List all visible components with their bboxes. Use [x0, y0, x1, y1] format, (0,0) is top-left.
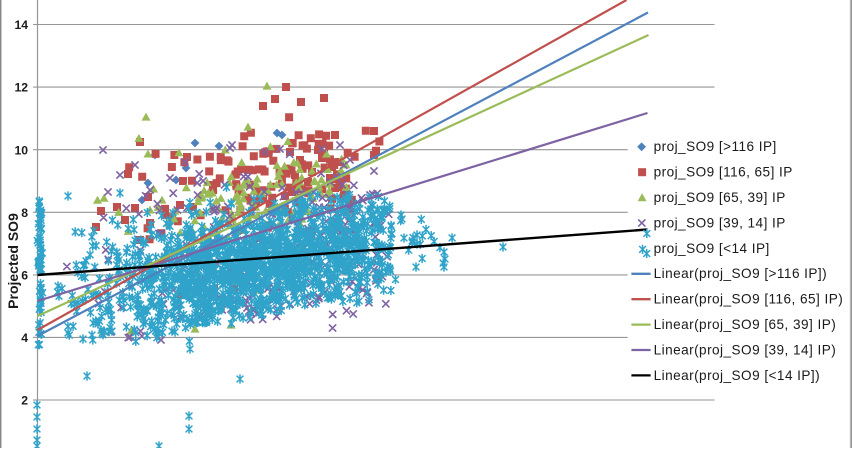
- svg-text:proj_SO9 [>116 IP]: proj_SO9 [>116 IP]: [654, 139, 777, 154]
- svg-text:8: 8: [21, 206, 28, 220]
- svg-text:Linear(proj_SO9 [116, 65] IP): Linear(proj_SO9 [116, 65] IP): [654, 292, 844, 307]
- svg-text:proj_SO9 [<14 IP]: proj_SO9 [<14 IP]: [654, 241, 770, 256]
- svg-text:4: 4: [21, 331, 28, 345]
- svg-text:12: 12: [14, 81, 28, 95]
- svg-text:Projected SO9: Projected SO9: [5, 213, 21, 309]
- svg-text:Linear(proj_SO9 [65, 39] IP): Linear(proj_SO9 [65, 39] IP): [654, 317, 837, 332]
- svg-text:Linear(proj_SO9 [39, 14] IP): Linear(proj_SO9 [39, 14] IP): [654, 342, 837, 357]
- svg-text:10: 10: [14, 143, 28, 157]
- svg-text:6: 6: [21, 269, 28, 283]
- svg-text:proj_SO9 [116, 65] IP: proj_SO9 [116, 65] IP: [654, 165, 793, 180]
- svg-text:proj_SO9 [65, 39] IP: proj_SO9 [65, 39] IP: [654, 190, 786, 205]
- svg-text:2: 2: [21, 394, 28, 408]
- svg-text:proj_SO9 [39, 14] IP: proj_SO9 [39, 14] IP: [654, 215, 786, 230]
- svg-text:14: 14: [14, 18, 28, 32]
- svg-text:Linear(proj_SO9 [>116 IP]): Linear(proj_SO9 [>116 IP]): [654, 266, 828, 281]
- svg-text:Linear(proj_SO9 [<14 IP]): Linear(proj_SO9 [<14 IP]): [654, 368, 821, 383]
